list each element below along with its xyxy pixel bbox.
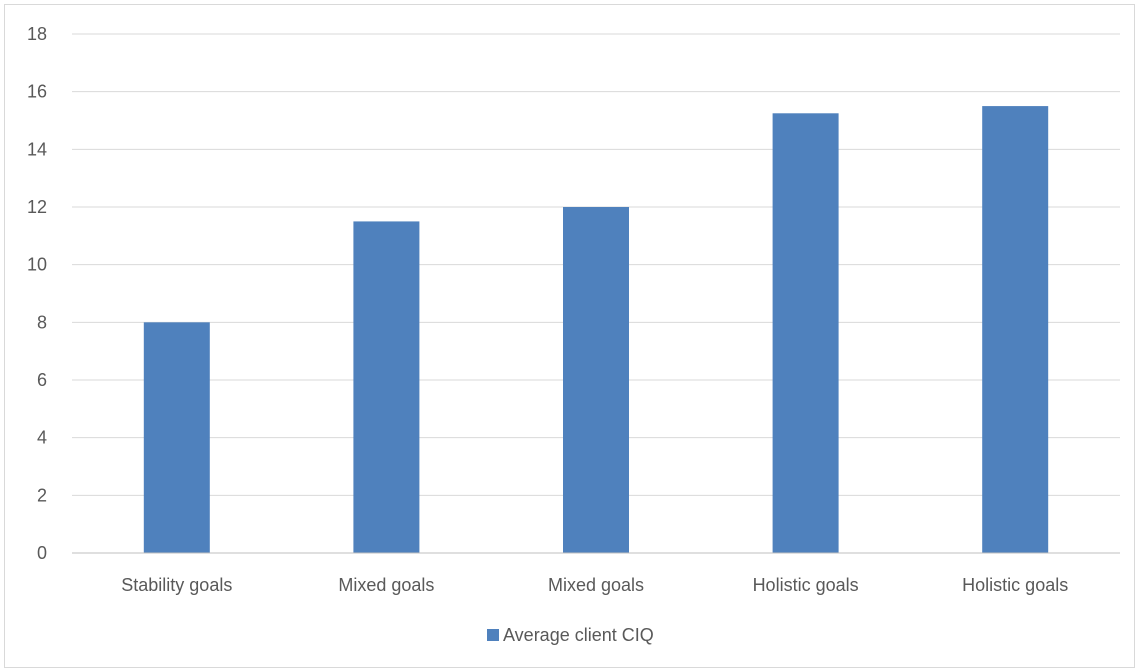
y-tick-label: 8	[37, 312, 47, 332]
y-tick-label: 0	[37, 543, 47, 563]
legend-swatch	[487, 629, 499, 641]
y-tick-label: 12	[27, 197, 47, 217]
bar	[353, 221, 420, 553]
x-tick-label: Stability goals	[121, 575, 232, 595]
x-tick-label: Holistic goals	[962, 575, 1068, 595]
bars	[143, 106, 1049, 554]
x-axis: Stability goals Mixed goals Mixed goals Hol…	[72, 552, 1120, 595]
y-tick-label: 4	[37, 428, 47, 448]
bar	[143, 322, 210, 553]
y-tick-label: 14	[27, 139, 47, 159]
y-tick-label: 16	[27, 82, 47, 102]
y-tick-label: 10	[27, 255, 47, 275]
legend-label: Average client CIQ	[503, 625, 654, 645]
x-tick-label: Mixed goals	[548, 575, 644, 595]
bar	[563, 207, 629, 553]
y-axis: 0 2 4 6 8 10 12 14 16 18	[27, 24, 47, 563]
y-tick-label: 6	[37, 370, 47, 390]
legend: Average client CIQ	[487, 625, 654, 645]
y-tick-label: 2	[37, 485, 47, 505]
x-tick-label: Mixed goals	[338, 575, 434, 595]
bar	[772, 113, 839, 554]
x-tick-label: Holistic goals	[753, 575, 859, 595]
y-tick-label: 18	[27, 24, 47, 44]
bar	[982, 106, 1049, 553]
